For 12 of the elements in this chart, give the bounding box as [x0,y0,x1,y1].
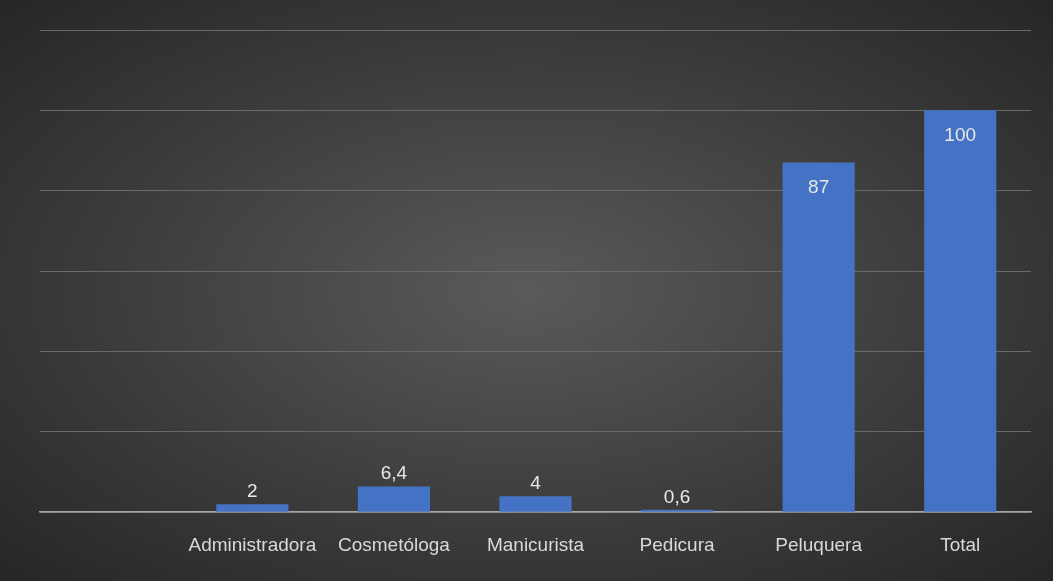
x-tick-label: Pedicura [639,533,715,555]
x-tick-label: Administradora [188,533,317,555]
data-label: 100 [944,124,977,146]
x-tick-label: Cosmetóloga [337,533,451,555]
data-label: 87 [808,176,830,198]
data-label: 2 [247,479,258,501]
x-tick-label: Peluquera [775,533,863,555]
x-tick-label: Manicurista [486,533,585,555]
data-label: 4 [530,471,542,493]
x-tick-label: Total [940,533,981,555]
data-label: 6,4 [380,462,408,484]
data-label: 0,6 [663,485,691,507]
